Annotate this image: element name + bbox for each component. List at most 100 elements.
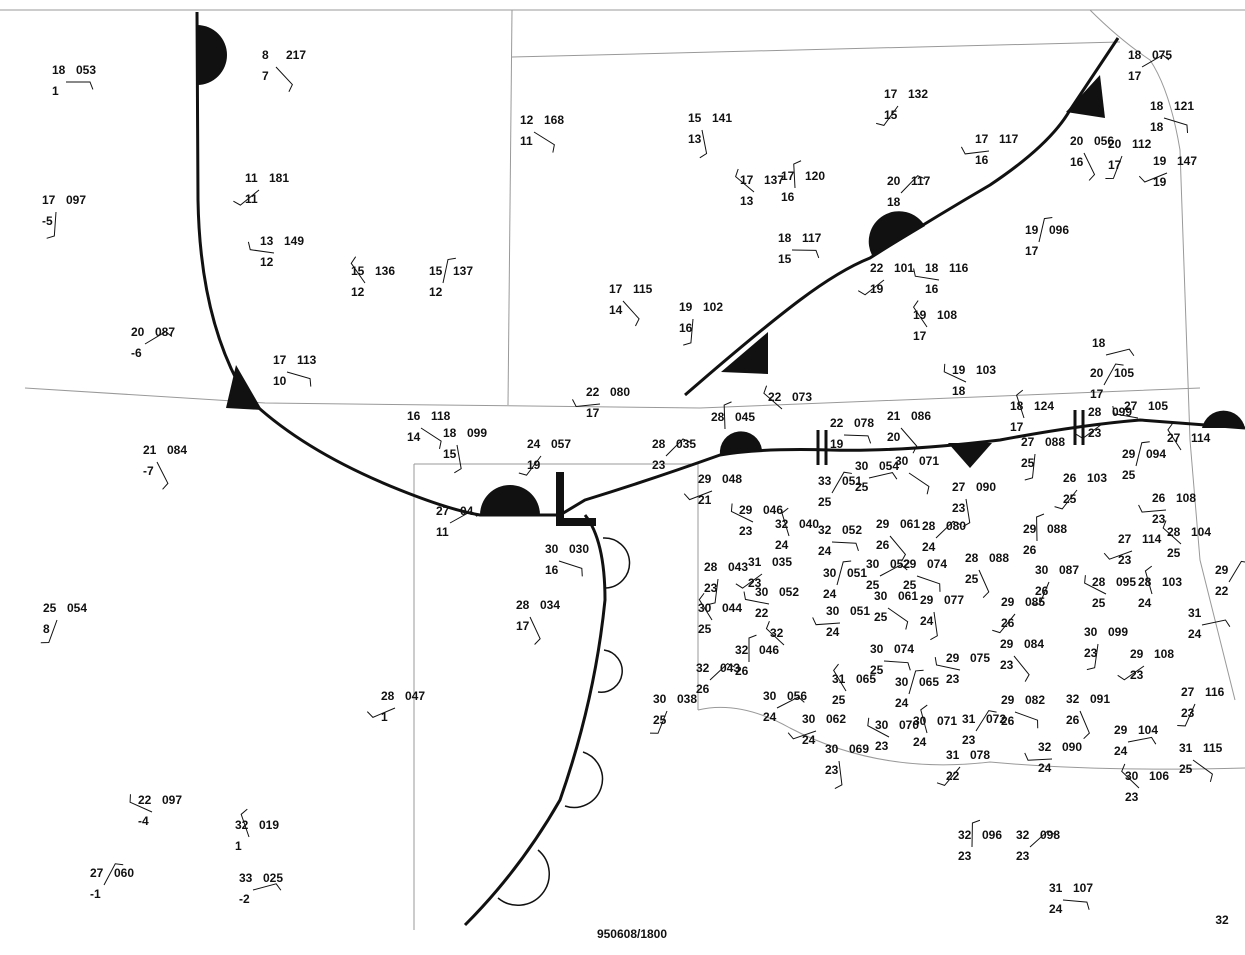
station-temperature: 11 xyxy=(245,171,258,185)
wind-barb xyxy=(883,660,911,671)
station-pressure: 117 xyxy=(999,132,1019,146)
station-dewpoint: 24 xyxy=(1049,902,1063,916)
wind-barb xyxy=(420,427,442,450)
station-pressure: 073 xyxy=(792,390,812,404)
station-dewpoint: 17 xyxy=(1090,387,1104,401)
low-symbol xyxy=(556,472,596,526)
station-pressure: 051 xyxy=(842,474,862,488)
wind-barb xyxy=(743,591,770,605)
station-pressure: 065 xyxy=(919,675,939,689)
wind-barb xyxy=(103,863,124,886)
station-temperature: 20 xyxy=(131,325,145,339)
station-dewpoint: 23 xyxy=(1130,668,1144,682)
station-dewpoint: 24 xyxy=(775,538,789,552)
station-pressure: 108 xyxy=(937,308,957,322)
station-pressure: 136 xyxy=(375,264,395,278)
wind-barb xyxy=(558,560,583,577)
station-temperature: 31 xyxy=(946,748,960,762)
wind-barb xyxy=(748,634,757,662)
station-temperature: 32 xyxy=(770,626,784,640)
station-temperature: 30 xyxy=(1125,769,1139,783)
station-temperature: 8 xyxy=(262,48,269,62)
station-pressure: 034 xyxy=(540,598,560,612)
wind-barb xyxy=(776,696,805,709)
station-pressure: 048 xyxy=(722,472,742,486)
wind-barb xyxy=(1084,575,1107,595)
station-temperature: 30 xyxy=(866,557,880,571)
wind-barb xyxy=(1105,348,1135,357)
wind-barb xyxy=(1038,216,1053,243)
station-dewpoint: 23 xyxy=(739,524,753,538)
station-dewpoint: 22 xyxy=(946,769,960,783)
wind-barb xyxy=(66,81,94,90)
wind-barb xyxy=(992,613,1016,634)
wind-barb xyxy=(1083,152,1096,181)
station-temperature: 28 xyxy=(1167,525,1181,539)
station-dewpoint: 24 xyxy=(920,614,934,628)
station-dewpoint: 25 xyxy=(698,622,712,636)
wind-barb xyxy=(1062,899,1090,910)
wind-barb xyxy=(683,318,694,346)
station-dewpoint: 23 xyxy=(825,763,839,777)
station-pressure: 117 xyxy=(911,174,931,188)
station-temperature: 28 xyxy=(1088,405,1102,419)
wind-barb xyxy=(763,385,783,410)
station-dewpoint: 26 xyxy=(735,664,749,678)
wind-barb xyxy=(831,471,852,494)
station-pressure: 025 xyxy=(263,871,283,885)
station-pressure: 095 xyxy=(1116,575,1136,589)
station-temperature: 32 xyxy=(818,523,832,537)
station-temperature: 31 xyxy=(832,672,846,686)
station-pressure: 071 xyxy=(919,454,939,468)
station-pressure: 088 xyxy=(989,551,1009,565)
wind-barb xyxy=(916,575,941,592)
station-temperature: 33 xyxy=(818,474,832,488)
station-pressure: 118 xyxy=(431,409,451,423)
station-dewpoint: 1 xyxy=(235,839,242,853)
station-temperature: 18 xyxy=(1092,336,1106,350)
wind-barb xyxy=(1163,117,1189,134)
wind-barb xyxy=(900,427,918,454)
wind-barb xyxy=(889,535,907,562)
station-temperature: 30 xyxy=(823,566,837,580)
station-pressure: 043 xyxy=(720,661,740,675)
wind-barb xyxy=(920,704,928,734)
wind-barb xyxy=(1079,710,1090,740)
station-dewpoint: 19 xyxy=(527,458,541,472)
wind-barb xyxy=(275,66,293,92)
wind-barb xyxy=(735,573,763,589)
station-pressure: 102 xyxy=(703,300,723,314)
station-temperature: 28 xyxy=(704,560,718,574)
station-temperature: 28 xyxy=(965,551,979,565)
station-temperature: 17 xyxy=(740,173,754,187)
station-pressure: 074 xyxy=(927,557,947,571)
station-dewpoint: 17 xyxy=(586,406,600,420)
station-temperature: 18 xyxy=(1010,399,1024,413)
station-pressure: 078 xyxy=(970,748,990,762)
station-pressure: 084 xyxy=(167,443,187,457)
station-dewpoint: -5 xyxy=(42,214,53,228)
station-dewpoint: -7 xyxy=(143,464,154,478)
station-pressure: 056 xyxy=(1094,134,1114,148)
station-dewpoint: 23 xyxy=(962,733,976,747)
station-pressure: 069 xyxy=(849,742,869,756)
station-pressure: 104 xyxy=(1191,525,1211,539)
station-dewpoint: 26 xyxy=(1001,714,1015,728)
wind-barb xyxy=(935,520,961,539)
wind-barb xyxy=(144,331,173,345)
station-temperature: 20 xyxy=(1108,137,1122,151)
station-temperature: 28 xyxy=(1092,575,1106,589)
wind-barb xyxy=(252,883,282,891)
station-pressure: 074 xyxy=(894,642,914,656)
wind-barb xyxy=(887,607,909,630)
station-pressure: 046 xyxy=(759,643,779,657)
station-temperature: 17 xyxy=(975,132,989,146)
station-dewpoint: -6 xyxy=(131,346,142,360)
station-temperature: 17 xyxy=(42,193,56,207)
station-dewpoint: 25 xyxy=(653,713,667,727)
station-pressure: 040 xyxy=(799,517,819,531)
wind-barb xyxy=(46,211,57,239)
wind-barb xyxy=(1192,759,1213,782)
station-temperature: 30 xyxy=(874,589,888,603)
station-dewpoint: 17 xyxy=(1128,69,1142,83)
